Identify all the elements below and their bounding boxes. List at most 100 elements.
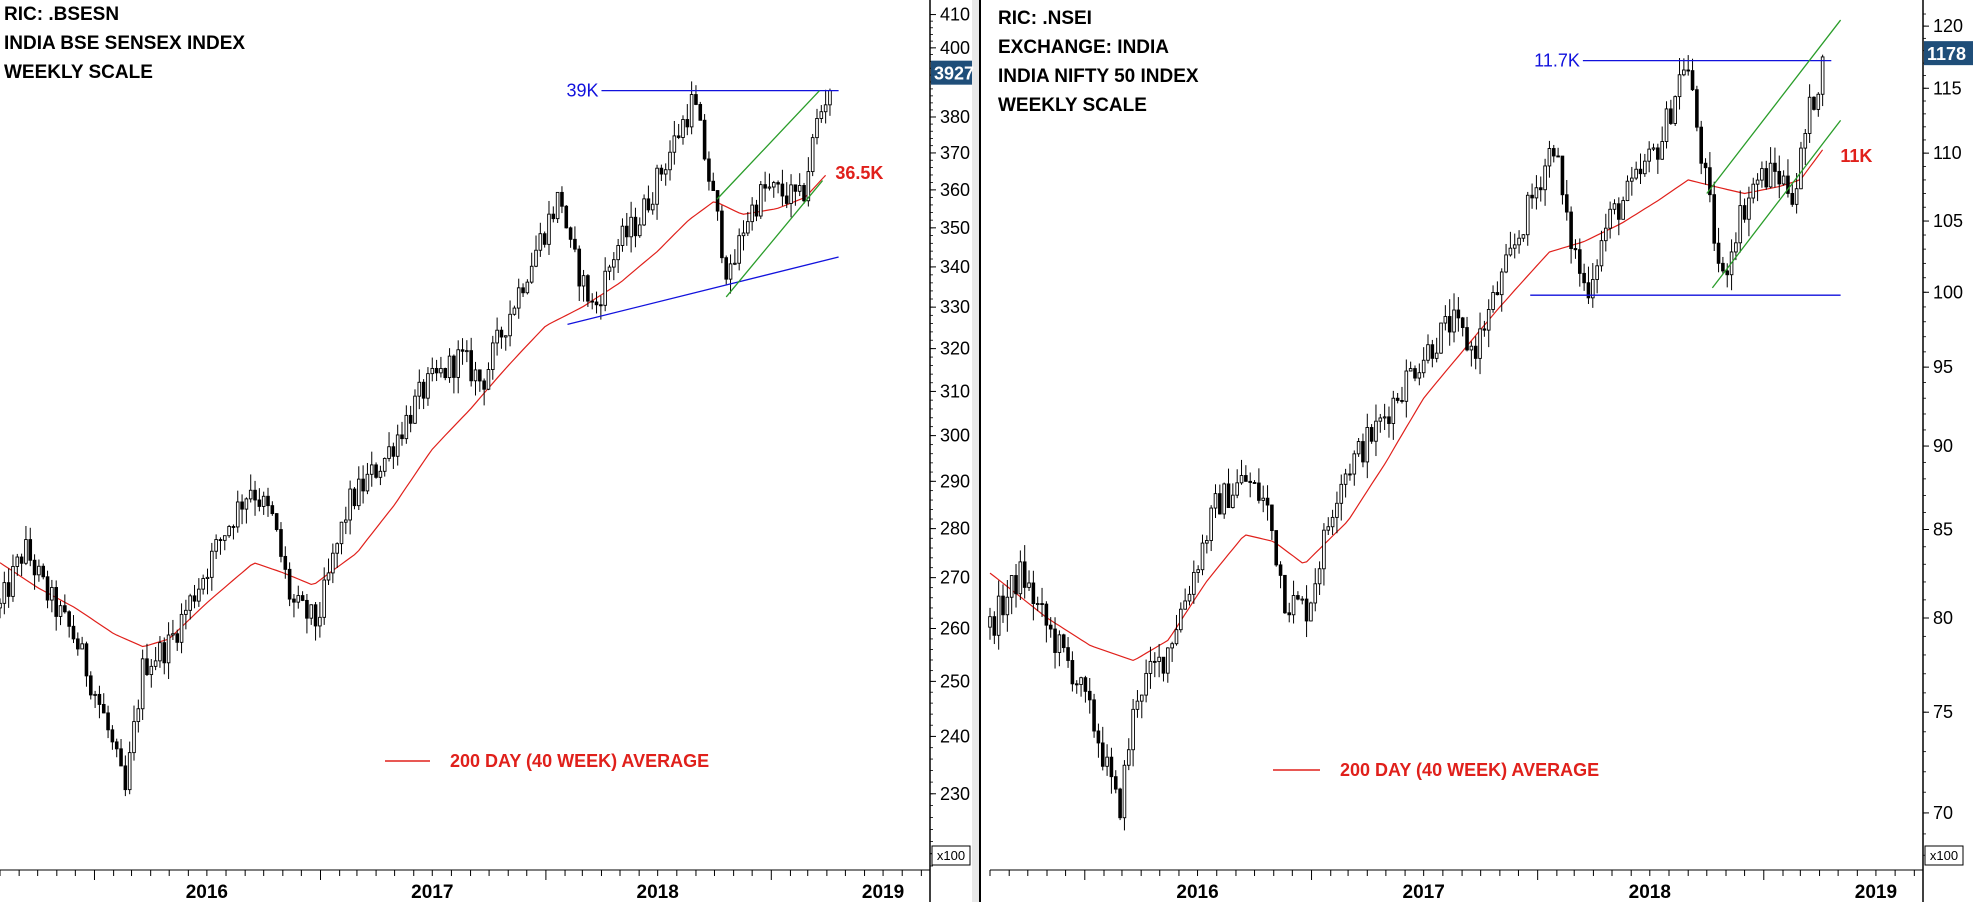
candle-up — [1235, 482, 1239, 496]
y-tick-label: 410 — [940, 5, 970, 25]
candle-up — [417, 381, 422, 397]
candle-down — [694, 94, 698, 105]
candle-down — [1265, 497, 1270, 506]
candle-down — [421, 381, 426, 399]
candle-up — [1512, 244, 1517, 249]
candle-down — [1066, 647, 1070, 661]
candle-down — [114, 741, 119, 750]
chart-header-line: INDIA BSE SENSEX INDEX — [4, 33, 245, 54]
candle-down — [1074, 683, 1079, 686]
candle-up — [1139, 694, 1144, 702]
candle-up — [1122, 764, 1127, 819]
candle-up — [214, 539, 218, 552]
candle-up — [179, 613, 184, 643]
y-tick-label: 330 — [940, 297, 970, 317]
y-tick-label: 85 — [1933, 520, 1953, 540]
candle-up — [1504, 254, 1508, 273]
candle-up — [2, 582, 7, 604]
y-tick-label: 260 — [940, 619, 970, 639]
candle-up — [1426, 344, 1430, 361]
candle-up — [681, 119, 685, 138]
legend-label: 200 DAY (40 WEEK) AVERAGE — [1340, 760, 1599, 780]
candle-down — [793, 184, 798, 192]
candle-down — [1070, 660, 1075, 685]
candle-up — [1534, 187, 1539, 199]
candle-down — [1569, 211, 1573, 249]
candle-down — [1773, 162, 1777, 172]
y-tick-label: 400 — [940, 38, 970, 58]
candle-up — [1322, 529, 1326, 570]
candle-up — [1682, 69, 1686, 76]
candle-up — [1547, 148, 1552, 167]
candle-down — [1465, 327, 1469, 351]
candle-down — [1361, 441, 1365, 463]
candle-up — [1187, 593, 1192, 602]
candle-down — [802, 185, 806, 202]
candle-down — [1218, 493, 1222, 515]
candle-up — [1196, 569, 1200, 573]
candle-up — [655, 167, 659, 205]
candle-up — [819, 111, 824, 119]
y-multiplier-box — [931, 845, 971, 866]
y-tick-label: 70 — [1933, 803, 1953, 823]
channel-line — [716, 90, 820, 200]
candle-up — [1144, 672, 1148, 696]
candle-down — [54, 587, 58, 617]
candle-up — [1374, 420, 1378, 442]
candle-up — [318, 616, 322, 627]
candle-up — [58, 605, 63, 617]
candle-down — [274, 513, 279, 530]
candle-up — [378, 470, 383, 478]
candle-up — [603, 270, 607, 306]
legend-label: 200 DAY (40 WEEK) AVERAGE — [450, 751, 709, 771]
candle-up — [404, 414, 409, 440]
candle-down — [1703, 162, 1708, 169]
candle-up — [547, 213, 551, 245]
candle-up — [1261, 497, 1266, 501]
candle-up — [789, 184, 793, 204]
candle-up — [11, 566, 15, 597]
y-tick-label: 270 — [940, 568, 970, 588]
candle-down — [1226, 483, 1231, 509]
candle-down — [568, 227, 573, 240]
candle-up — [184, 609, 188, 615]
chart-header-line: WEEKLY SCALE — [4, 62, 153, 83]
candle-up — [650, 203, 655, 211]
candle-up — [1222, 483, 1226, 515]
x-year-label: 2019 — [1855, 882, 1897, 902]
x-year-label: 2016 — [186, 882, 228, 902]
last-value-badge — [1924, 41, 1973, 66]
candle-down — [1395, 397, 1400, 401]
candle-down — [1100, 742, 1105, 767]
y-tick-label: 100 — [1933, 282, 1963, 302]
candle-up — [1126, 749, 1131, 766]
candle-down — [400, 434, 404, 440]
candle-down — [702, 119, 707, 160]
candle-down — [45, 576, 50, 601]
chart-panel-1: 2016201720182019220230240250260270280290… — [0, 0, 981, 902]
candle-up — [1200, 542, 1205, 571]
candle-up — [1309, 602, 1313, 622]
candle-up — [490, 342, 495, 370]
candle-down — [374, 464, 378, 478]
candle-down — [1061, 634, 1066, 649]
candle-down — [1812, 96, 1816, 110]
candle-down — [32, 559, 37, 576]
candle-up — [1747, 197, 1751, 220]
candle-up — [1317, 568, 1322, 585]
y-tick-label: 280 — [940, 519, 970, 539]
candle-down — [305, 599, 309, 619]
candle-up — [1525, 194, 1530, 236]
candle-up — [637, 224, 642, 237]
candle-down — [97, 693, 102, 705]
candle-up — [344, 519, 348, 523]
candle-up — [668, 151, 672, 171]
candle-down — [1460, 317, 1465, 329]
candle-up — [1209, 507, 1213, 541]
candle-down — [192, 595, 197, 602]
candle-down — [110, 729, 115, 743]
candle-down — [711, 180, 716, 191]
candle-down — [1400, 400, 1404, 402]
candle-down — [1586, 282, 1591, 299]
candle-up — [201, 578, 205, 590]
